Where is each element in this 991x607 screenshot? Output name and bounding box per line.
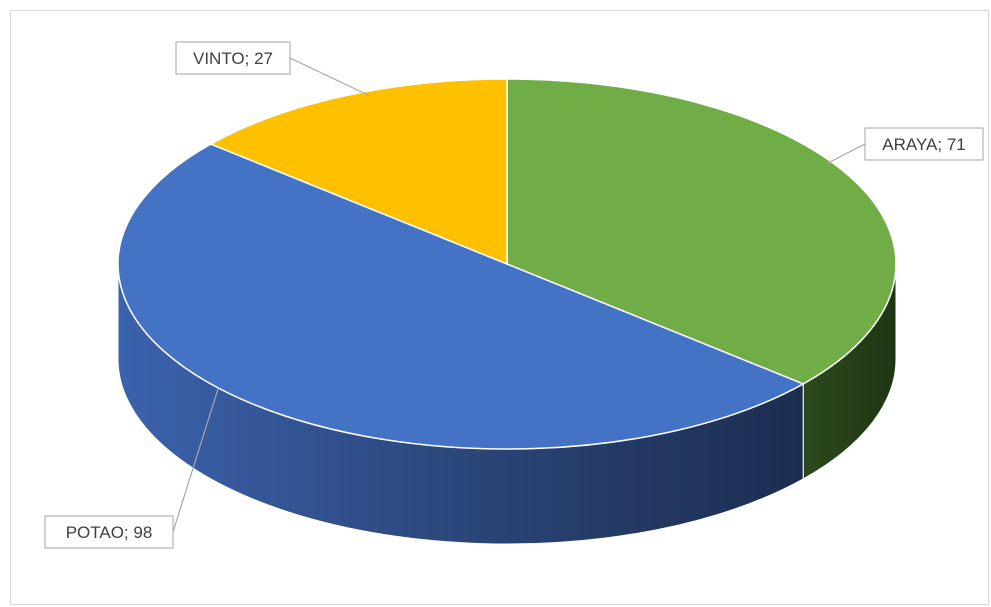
data-labels: ARAYA; 71 POTAO; 98 VINTO; 27 [44, 41, 984, 549]
data-label-vinto: VINTO; 27 [193, 49, 273, 68]
leader-line-araya [827, 143, 866, 164]
pie-tops [117, 78, 897, 450]
leader-line-potao [172, 388, 219, 533]
data-label-box-araya [864, 127, 984, 161]
data-label-box-potao [44, 515, 174, 549]
pie-slice-araya [506, 78, 897, 385]
pie-slice-potao [117, 143, 805, 450]
pie-slice-vinto [209, 78, 508, 266]
data-label-araya: ARAYA; 71 [882, 135, 965, 154]
data-label-potao: POTAO; 98 [66, 523, 153, 542]
leader-line-vinto [289, 57, 371, 97]
data-label-box-vinto [175, 41, 291, 75]
